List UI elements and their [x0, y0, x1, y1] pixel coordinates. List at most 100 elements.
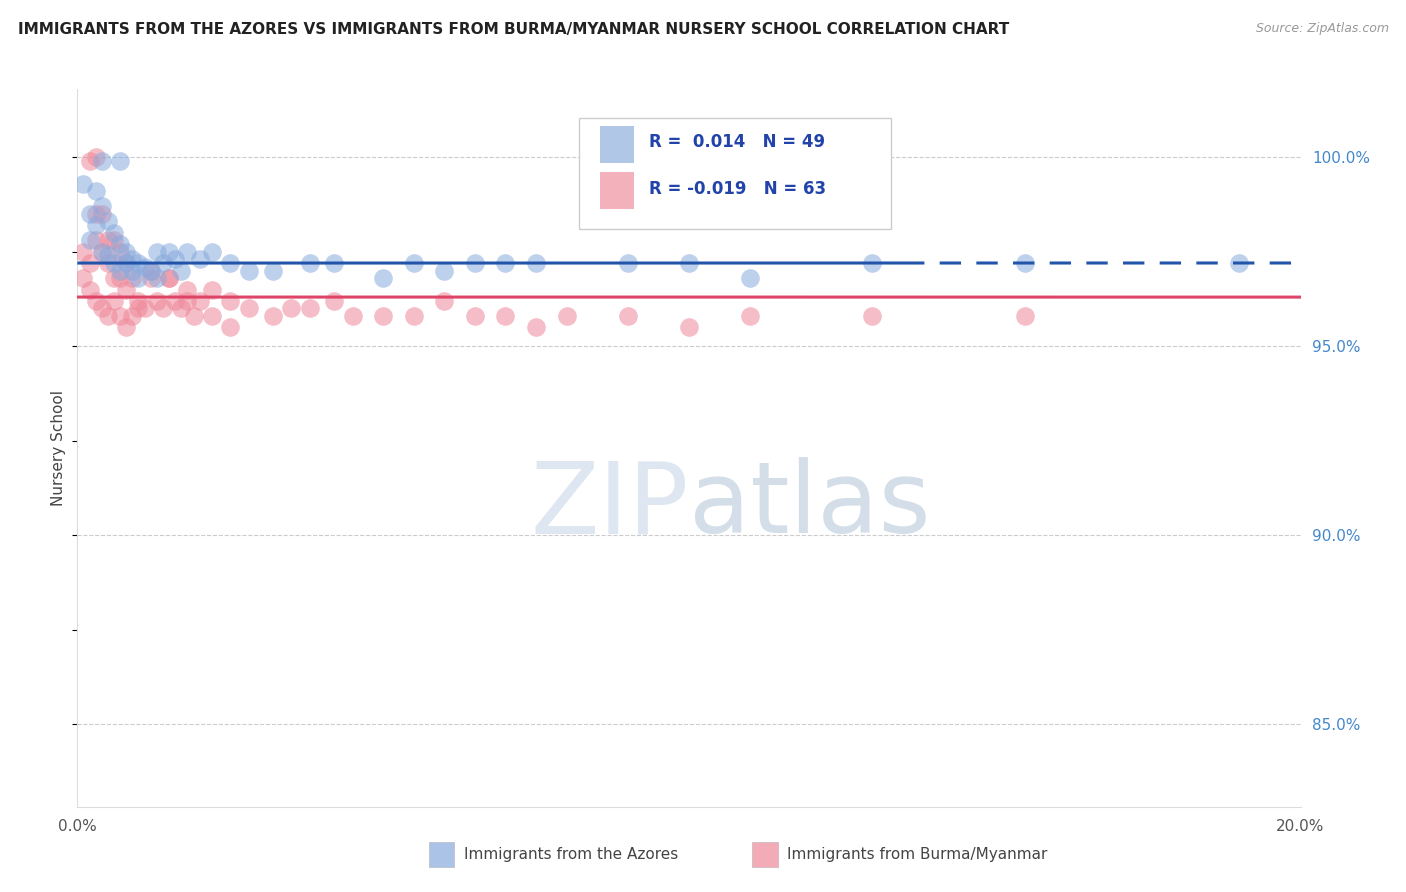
Point: [103, 233, 125, 247]
Point: [176, 293, 198, 308]
Point: [555, 309, 578, 323]
Point: [238, 263, 260, 277]
Point: [1014, 256, 1036, 270]
Point: [678, 256, 700, 270]
Bar: [599, 126, 634, 163]
Point: [495, 309, 517, 323]
Point: [617, 309, 640, 323]
Point: [121, 271, 143, 285]
Point: [201, 244, 224, 259]
Text: Immigrants from Burma/Myanmar: Immigrants from Burma/Myanmar: [787, 847, 1047, 862]
Point: [97, 309, 120, 323]
Point: [90, 153, 112, 168]
Text: atlas: atlas: [689, 458, 931, 554]
Point: [188, 252, 211, 267]
Point: [298, 301, 321, 316]
Point: [495, 256, 517, 270]
Point: [108, 244, 131, 259]
Point: [79, 233, 101, 247]
Point: [201, 283, 224, 297]
Point: [115, 283, 138, 297]
Point: [128, 293, 150, 308]
Point: [402, 309, 425, 323]
Point: [146, 293, 169, 308]
Point: [134, 301, 156, 316]
Text: R =  0.014   N = 49: R = 0.014 N = 49: [648, 133, 825, 151]
Point: [79, 256, 101, 270]
Point: [128, 271, 150, 285]
Point: [201, 309, 224, 323]
Point: [84, 293, 107, 308]
Point: [464, 256, 486, 270]
Text: Source: ZipAtlas.com: Source: ZipAtlas.com: [1256, 22, 1389, 36]
Point: [139, 263, 162, 277]
Point: [108, 271, 131, 285]
Text: Immigrants from the Azores: Immigrants from the Azores: [464, 847, 678, 862]
Point: [862, 256, 884, 270]
Point: [103, 256, 125, 270]
Point: [371, 309, 394, 323]
Point: [1014, 309, 1036, 323]
Point: [84, 233, 107, 247]
Text: R = -0.019   N = 63: R = -0.019 N = 63: [648, 180, 825, 198]
Point: [103, 271, 125, 285]
Point: [262, 309, 284, 323]
Point: [323, 293, 346, 308]
Point: [740, 271, 762, 285]
Point: [146, 271, 169, 285]
Point: [139, 271, 162, 285]
Point: [342, 309, 364, 323]
Point: [79, 153, 101, 168]
Point: [176, 283, 198, 297]
Point: [115, 244, 138, 259]
Point: [183, 309, 205, 323]
Point: [128, 256, 150, 270]
Point: [121, 263, 143, 277]
Point: [90, 207, 112, 221]
Point: [219, 256, 242, 270]
Point: [740, 309, 762, 323]
Point: [84, 219, 107, 233]
Point: [862, 309, 884, 323]
Point: [97, 214, 120, 228]
Point: [678, 320, 700, 334]
Point: [157, 271, 180, 285]
Bar: [599, 172, 634, 209]
Point: [152, 301, 174, 316]
Point: [97, 233, 120, 247]
Point: [323, 256, 346, 270]
Point: [103, 293, 125, 308]
Point: [219, 293, 242, 308]
Point: [1229, 256, 1251, 270]
Point: [298, 256, 321, 270]
Point: [90, 199, 112, 213]
Text: ZIP: ZIP: [530, 458, 689, 554]
Point: [108, 309, 131, 323]
Point: [72, 244, 94, 259]
Point: [103, 226, 125, 240]
Point: [238, 301, 260, 316]
Point: [464, 309, 486, 323]
Point: [262, 263, 284, 277]
Point: [115, 256, 138, 270]
Point: [219, 320, 242, 334]
Point: [121, 252, 143, 267]
Point: [433, 263, 456, 277]
Point: [165, 293, 187, 308]
Point: [170, 301, 193, 316]
Point: [524, 256, 547, 270]
Point: [152, 256, 174, 270]
Point: [79, 283, 101, 297]
Point: [170, 263, 193, 277]
Point: [617, 256, 640, 270]
Point: [90, 244, 112, 259]
Point: [188, 293, 211, 308]
Point: [97, 248, 120, 262]
Point: [108, 237, 131, 252]
Point: [84, 184, 107, 198]
Point: [84, 150, 107, 164]
FancyBboxPatch shape: [579, 118, 891, 229]
Point: [176, 244, 198, 259]
Point: [128, 301, 150, 316]
Point: [165, 252, 187, 267]
